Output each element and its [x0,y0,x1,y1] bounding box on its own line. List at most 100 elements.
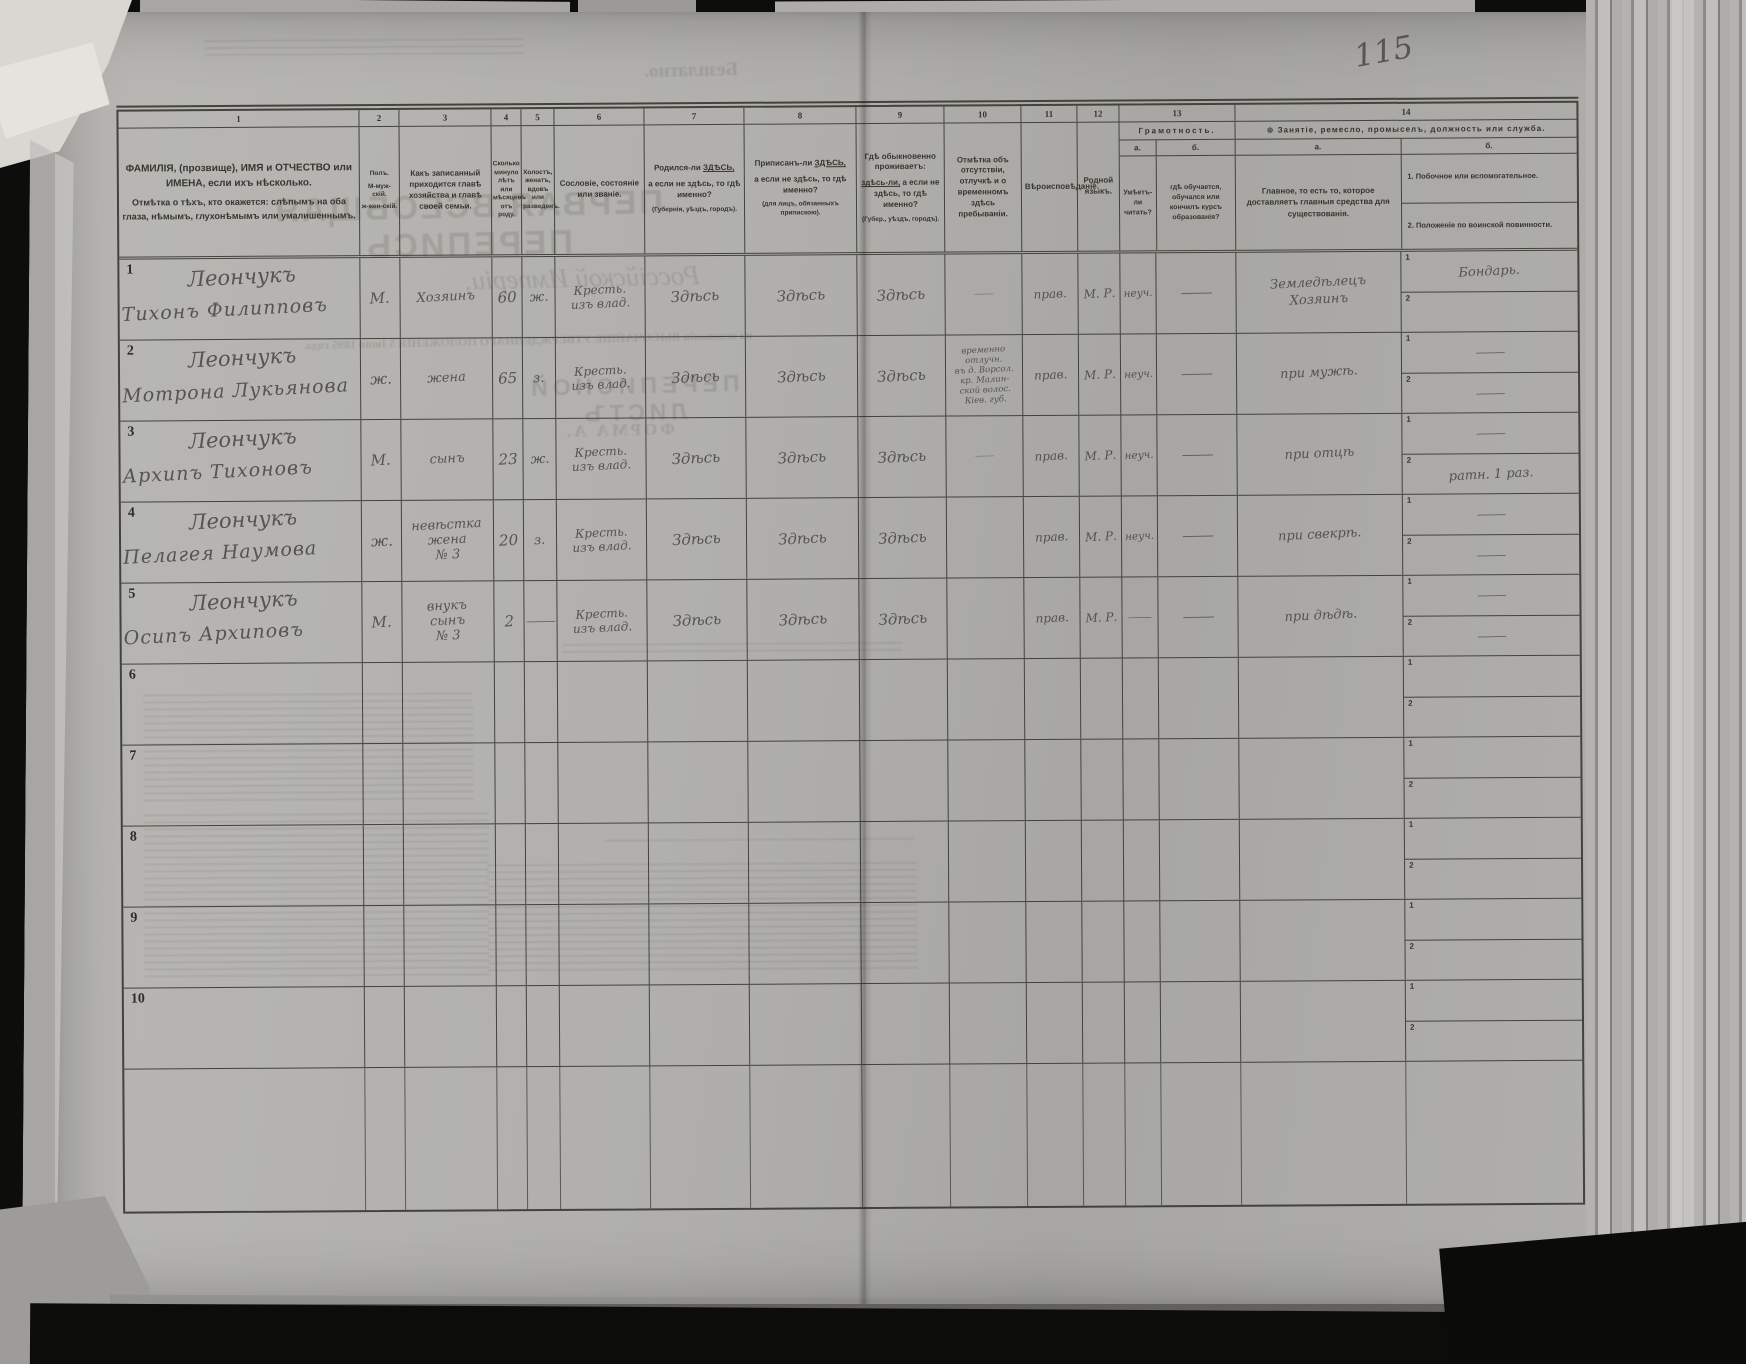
handwritten-given-name: Архипъ Тихоновъ [122,456,314,488]
cell-resides [860,902,949,984]
header-names: ФАМИЛІЯ, (прозвище), ИМЯ и ОТЧЕСТВО или … [119,127,360,256]
cell-education [1159,900,1240,982]
cell-marital: ж. [521,256,555,338]
header-education: гдѣ обучается, обучался или кончилъ курс… [1155,155,1236,251]
cell-absence [946,578,1024,659]
cell-language [1081,901,1124,982]
cell-name: 2 Леончукъ Мотрона Лукьянова [120,339,360,420]
cell-registered: Здѣсь [744,255,857,336]
header-marital-status: Холостъ, женатъ, вдовъ или разведенъ. [520,125,560,255]
cell-sex: М. [359,257,400,339]
cell-marital: ж. [522,418,556,500]
cell-sex: М. [360,419,401,501]
handwritten-given-name: Мотрона Лукьянова [121,374,350,408]
cell-side-occupation: 1 Бондарь. 2 [1400,250,1578,333]
column-number: 5 [520,108,554,126]
cell-resides [858,659,948,741]
tail-column [404,1067,498,1210]
cell-education [1159,981,1241,1063]
ghost-free-label: Безплатно. [644,59,739,83]
scanned-page: Безплатно. ПЕРВАЯ ВСЕОБЩАЯ ПЕРЕПИСЬ Росс… [55,12,1703,1304]
column-number: 10 [943,106,1021,123]
cell-born [648,984,750,1066]
header-names-main: ФАМИЛІЯ, (прозвище), ИМЯ и ОТЧЕСТВО или … [125,162,353,190]
cell-absence [947,740,1025,821]
header-relation: Какъ записанный приходится главѣ хозяйст… [398,126,492,255]
cell-age [494,824,526,905]
row-number: 9 [130,910,138,926]
cell-side-occupation: 1—2— [1402,574,1580,657]
cell-side-occupation: 1—2— [1400,331,1579,414]
cell-resides: Здѣсь [857,497,947,579]
cell-estate [556,661,648,742]
cell-marital [523,661,558,743]
cell-born: Здѣсь [646,579,747,661]
cell-marital [525,904,559,986]
cell-side1: 1 [1406,980,1582,1021]
cell-side2: 2— [1403,614,1580,657]
cell-born: Здѣсь [645,417,746,499]
cell-absence: — [944,254,1022,335]
cell-registered: Здѣсь [744,336,858,417]
handwritten-surname: Леончукъ [188,505,298,535]
tail-column [364,1067,406,1211]
cell-language [1081,982,1125,1063]
header-can-read: Умѣетъ-ли читать? [1123,189,1153,217]
header-names-note: Отмѣтка о тѣхъ, кто окажется: слѣпымъ на… [122,196,356,222]
page-edge-sliver [578,0,696,13]
tail-column [124,1068,365,1211]
cell-side1: 1 [1404,656,1580,697]
cell-name: 10 [124,987,364,1068]
cell-absence [946,659,1025,740]
cell-absence [948,983,1027,1064]
cell-absence: временно отлучн. въ д. Ворсол. кр. Малин… [944,335,1023,416]
column-number: 1 [236,113,241,124]
cell-education: — [1156,414,1237,496]
tail-column [526,1066,561,1210]
cell-marital [525,985,560,1067]
cell-sex [363,986,405,1068]
cell-absence [945,497,1024,578]
handwritten-surname: Леончукъ [186,262,297,292]
row-number: 8 [129,829,137,845]
cell-sex: М. [361,581,402,663]
cell-marital: — [523,580,557,662]
row-number: 3 [127,424,135,440]
cell-side1: 1 [1405,818,1581,859]
cell-religion [1025,982,1083,1064]
cell-name: 8 [123,825,363,906]
cell-side2: 2 [1401,290,1578,333]
cell-occupation [1237,656,1404,738]
cell-side-occupation: 1— 2 ратн. 1 раз. [1401,412,1579,495]
cell-relation [402,743,495,824]
cell-language [1079,658,1123,739]
cell-name: 7 [122,744,362,825]
cell-language [1080,739,1123,820]
cell-occupation [1239,980,1406,1062]
cell-side2: 2 [1404,776,1581,819]
cell-reads [1121,658,1159,739]
cell-reads: неуч. [1119,334,1157,415]
header-born-here: Родился-ли ЗДѢСЬ, а если не здѣсь, то гд… [643,124,745,254]
cell-language: М. Р. [1078,415,1121,496]
cell-registered [748,903,861,984]
tail-column [1160,1062,1242,1206]
cell-relation [402,824,496,905]
cell-born: Здѣсь [645,498,747,580]
column-number: 9 [855,106,944,124]
row-number: 4 [127,505,135,521]
header-occupation-group: ⊕ Занятіе, ремесло, промыселъ, должность… [1234,119,1578,250]
cell-relation [403,905,496,986]
cell-relation: Хозяинъ [399,257,492,338]
cell-resides [859,821,949,903]
cell-language [1080,820,1124,901]
header-registered-here: Приписанъ-ли ЗДѢСЬ, а если не здѣсь, то … [743,124,857,253]
cell-resides [860,983,950,1065]
cell-occupation [1239,899,1405,981]
cell-side2: 2 [1405,938,1582,981]
